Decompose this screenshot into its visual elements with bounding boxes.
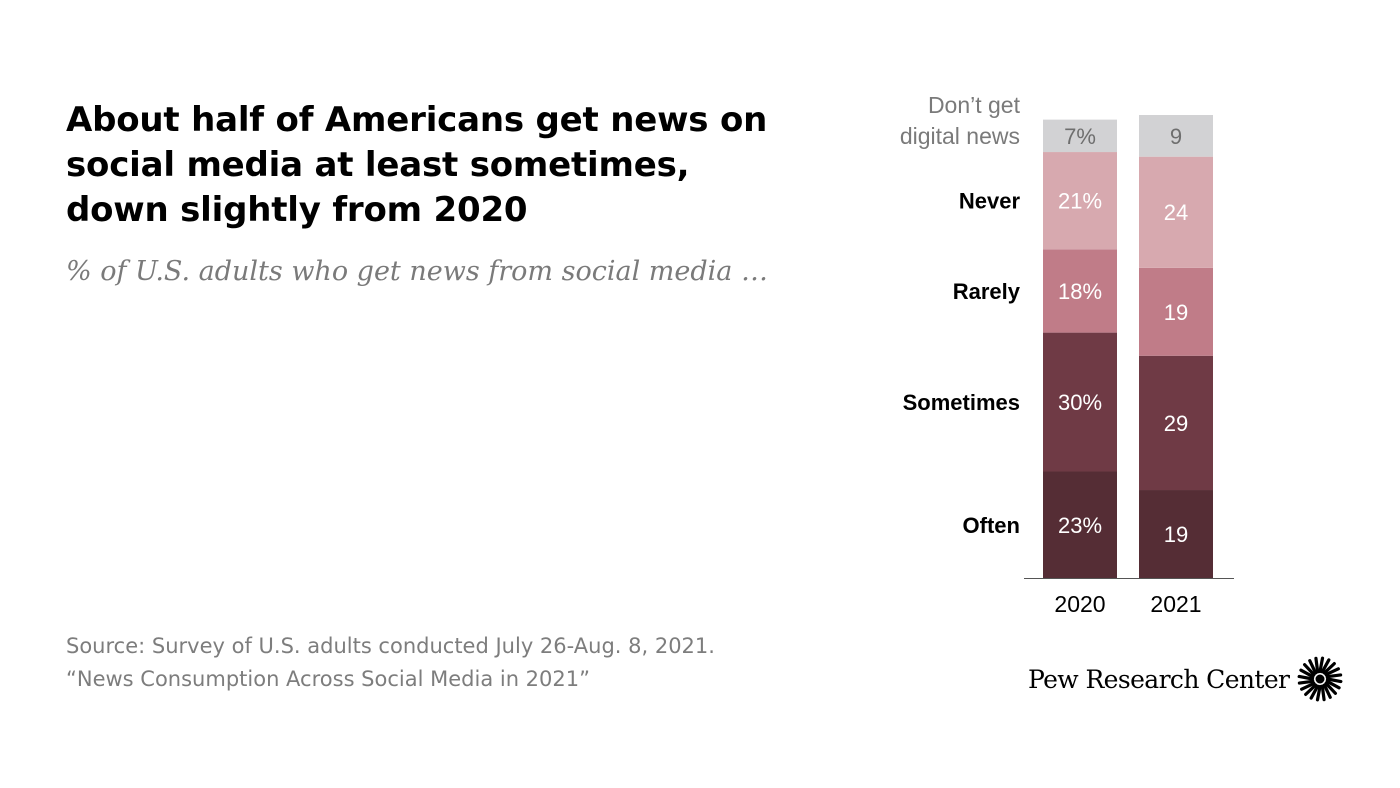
logo-icon-ray [1314, 656, 1320, 674]
data-label-sometimes-2020: 30% [1058, 390, 1102, 415]
bars-layer [1043, 115, 1213, 578]
logo-icon-ray [1324, 681, 1338, 695]
source-line-1: Source: Survey of U.S. adults conducted … [66, 634, 715, 658]
logo-text: Pew Research Center [1028, 664, 1290, 694]
category-labels-layer: Often Sometimes Rarely Never Don’t get digita… [900, 92, 1021, 538]
logo-icon-ray [1304, 683, 1318, 696]
logo-icon-ray [1309, 684, 1320, 700]
logo-icon-ray [1321, 684, 1327, 702]
logo-icon-ray [1308, 659, 1318, 675]
bar-rarely-2021 [1139, 267, 1213, 356]
data-label-never-2020: 21% [1058, 189, 1102, 214]
data-label-rarely-2020: 18% [1058, 279, 1102, 304]
logo-icon-ray [1300, 681, 1316, 691]
logo-icon-ray [1318, 656, 1325, 674]
logo-icon-ray [1324, 667, 1341, 677]
logo-icon-ray [1323, 683, 1333, 699]
logo-icon-ray [1316, 684, 1323, 702]
logo-icon-ray [1297, 674, 1315, 681]
series-label-rarely: Rarely [953, 279, 1021, 304]
x-tick-2021: 2021 [1150, 591, 1201, 617]
data-label-often-2021: 19 [1164, 522, 1188, 547]
data-label-don-t-get-digital-news-2020: 7% [1064, 124, 1096, 149]
chart-subtitle: % of U.S. adults who get news from socia… [66, 256, 768, 287]
data-label-never-2021: 24 [1164, 200, 1188, 225]
source-line-2: “News Consumption Across Social Media in… [66, 667, 591, 691]
source-note: Source: Survey of U.S. adults conducted … [66, 630, 826, 696]
logo-icon-center [1315, 674, 1325, 684]
bar-don-t-get-digital-news-2021 [1139, 115, 1213, 157]
logo-icon-ray [1299, 668, 1315, 679]
pew-logo: Pew Research Center [1028, 656, 1343, 702]
series-label-don-t-get-digital-news: Don’t get digital news [900, 92, 1021, 149]
x-tick-labels-layer: 2020 2021 [1054, 591, 1201, 617]
bar-never-2020 [1043, 152, 1117, 250]
logo-icon-ray [1303, 663, 1316, 677]
bar-never-2021 [1139, 156, 1213, 268]
bar-rarely-2020 [1043, 249, 1117, 333]
bar-sometimes-2021 [1139, 355, 1213, 491]
data-label-rarely-2021: 19 [1164, 300, 1188, 325]
data-label-sometimes-2021: 29 [1164, 411, 1188, 436]
series-label-never: Never [959, 189, 1021, 214]
data-label-often-2020: 23% [1058, 513, 1102, 538]
chart-title: About half of Americans get news on soci… [66, 100, 768, 230]
logo-icon-ray [1325, 673, 1343, 679]
series-label-often: Often [963, 513, 1020, 538]
bar-often-2021 [1139, 490, 1213, 578]
value-labels-layer: 23% 30% 18% 21% 7% 19 29 19 24 9 [1058, 124, 1188, 547]
pew-sunburst-icon [1297, 656, 1343, 702]
logo-icon-ray [1298, 679, 1315, 685]
logo-icon-ray [1325, 679, 1342, 690]
x-tick-2020: 2020 [1054, 591, 1105, 617]
bar-sometimes-2020 [1043, 332, 1117, 472]
bar-don-t-get-digital-news-2020 [1043, 119, 1117, 153]
logo-icon-ray [1321, 658, 1331, 674]
logo-icon-ray [1326, 677, 1343, 684]
bar-often-2020 [1043, 471, 1117, 578]
data-label-don-t-get-digital-news-2021: 9 [1170, 124, 1182, 149]
series-label-sometimes: Sometimes [903, 390, 1020, 415]
logo-icon-ray [1323, 662, 1337, 675]
